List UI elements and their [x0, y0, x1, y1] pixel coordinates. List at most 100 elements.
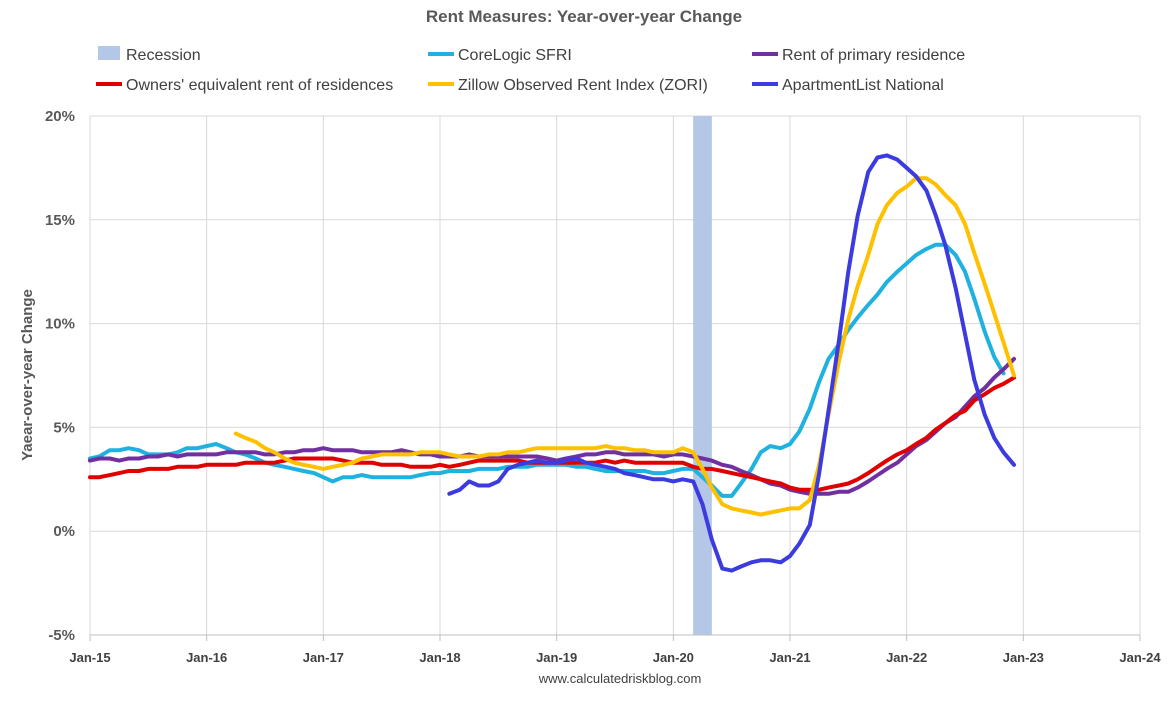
data-point	[448, 453, 451, 456]
data-point	[147, 455, 150, 458]
data-point	[389, 476, 393, 479]
data-point	[273, 461, 276, 464]
data-point	[254, 440, 257, 444]
data-point	[730, 569, 733, 572]
data-point	[342, 476, 345, 479]
data-point	[604, 465, 607, 468]
data-point	[701, 457, 704, 460]
data-point	[672, 469, 675, 473]
y-tick-label: 5%	[53, 419, 75, 436]
data-point	[526, 449, 529, 452]
data-point	[380, 453, 383, 456]
data-point	[342, 459, 345, 462]
data-point	[779, 447, 782, 450]
data-point	[487, 467, 491, 471]
data-point	[584, 453, 587, 456]
data-point	[963, 332, 967, 336]
data-point	[954, 204, 957, 207]
x-tick-label: Jan-16	[186, 650, 227, 665]
data-point	[127, 457, 130, 460]
data-point	[263, 447, 267, 450]
y-axis-label: Yaear-over-year Change	[19, 289, 36, 461]
data-point	[244, 461, 247, 464]
data-point	[137, 449, 141, 452]
data-point	[973, 378, 976, 381]
x-tick-label: Jan-24	[1119, 650, 1161, 665]
data-point	[983, 283, 986, 286]
data-point	[360, 461, 363, 464]
data-point	[389, 463, 393, 466]
data-point	[351, 449, 354, 452]
data-point	[108, 473, 112, 477]
data-point	[681, 461, 684, 464]
data-point	[1012, 463, 1016, 466]
data-point	[214, 453, 218, 456]
data-point	[662, 455, 666, 458]
series-layer	[88, 153, 1016, 573]
data-point	[263, 453, 267, 456]
data-point	[896, 191, 899, 194]
data-point	[555, 447, 558, 450]
data-point	[302, 463, 305, 466]
data-point	[662, 461, 666, 464]
data-point	[788, 442, 792, 446]
data-point	[506, 455, 509, 458]
data-point	[633, 473, 636, 477]
data-point	[127, 469, 130, 473]
data-point	[506, 459, 509, 462]
legend-label: ApartmentList National	[782, 77, 944, 94]
data-point	[905, 166, 908, 170]
legend-label: Rent of primary residence	[782, 47, 965, 64]
data-point	[885, 280, 888, 284]
data-point	[429, 471, 432, 475]
x-tick-label: Jan-20	[653, 650, 694, 665]
data-point	[98, 457, 101, 460]
data-point	[196, 453, 199, 456]
data-point	[759, 451, 762, 454]
recession-band	[693, 116, 712, 635]
data-point	[244, 436, 247, 439]
data-point	[818, 380, 821, 383]
data-point	[701, 467, 704, 471]
data-point	[1002, 451, 1005, 454]
data-point	[360, 473, 363, 477]
y-tick-label: 15%	[45, 212, 75, 229]
data-point	[681, 447, 684, 450]
data-point	[925, 247, 928, 251]
data-point	[185, 453, 188, 456]
data-point	[137, 469, 141, 473]
data-point	[312, 471, 316, 475]
data-point	[808, 523, 811, 527]
data-point	[254, 461, 257, 464]
data-point	[604, 444, 607, 448]
data-point	[710, 459, 713, 462]
data-point	[944, 243, 947, 246]
data-point	[954, 413, 957, 417]
data-point	[867, 471, 870, 475]
data-point	[818, 488, 821, 491]
data-point	[594, 447, 597, 450]
data-point	[98, 476, 101, 479]
data-point	[575, 447, 578, 450]
data-point	[331, 449, 334, 452]
data-point	[856, 285, 859, 288]
data-point	[458, 469, 461, 473]
data-point	[487, 459, 491, 462]
data-point	[185, 465, 188, 468]
plot-area	[89, 115, 1141, 636]
data-point	[818, 492, 821, 495]
data-point	[983, 413, 986, 417]
data-point	[535, 455, 538, 458]
data-point	[458, 455, 461, 458]
data-point	[623, 459, 626, 462]
data-point	[652, 451, 655, 454]
data-point	[225, 451, 228, 454]
data-point	[788, 507, 792, 510]
data-point	[867, 303, 870, 307]
data-point	[400, 449, 403, 452]
data-point	[176, 451, 179, 454]
data-point	[88, 476, 92, 479]
data-point	[342, 449, 345, 452]
data-point	[1002, 341, 1005, 344]
